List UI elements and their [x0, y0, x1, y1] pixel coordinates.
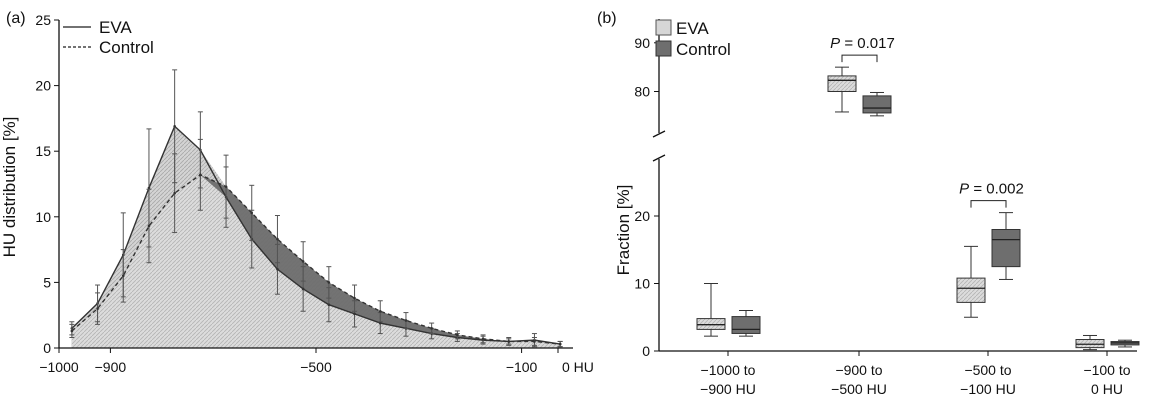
control-data-point: [70, 329, 74, 333]
panel-a-area-fills: [71, 126, 561, 348]
control-data-point: [481, 337, 485, 341]
panel-b-x-tick-label: −500 to −100 HU: [960, 362, 1016, 397]
control-data-point: [301, 260, 305, 263]
panel-b: (b) 0 10 20 80 90 −1000 to −900 HU −900 to −500 …: [597, 10, 1140, 397]
legend-control-label: Control: [99, 38, 154, 57]
control-box: [862, 95, 892, 114]
control-series-line: [71, 174, 561, 345]
p-value-label: P = 0.002: [959, 181, 1024, 198]
panel-a-tick-labels: 0 5 10 15 20 25 −1000 −900 −500 −100 0 HU: [35, 12, 593, 375]
panel-b-boxes: [696, 66, 1140, 351]
panel-b-x-tick-label: −900 to −500 HU: [831, 362, 887, 397]
control-box: [991, 229, 1021, 268]
control-data-point: [558, 342, 562, 346]
eva-data-point: [327, 303, 331, 307]
axis-break-mark: [652, 154, 666, 162]
panel-a: (a) 0 5 10 15 20 25 −1000 −900 −500 −100 0 HU HU d…: [0, 10, 594, 375]
control-data-point: [533, 340, 536, 343]
significance-bracket: [970, 200, 1007, 208]
eva-box: [1075, 339, 1105, 349]
panel-b-y-tick-label: 90: [634, 35, 650, 51]
panel-b-x-tick-label: −100 to 0 HU: [1083, 362, 1130, 397]
panel-a-axes: [54, 19, 573, 353]
overlap-area-fill: [71, 174, 561, 348]
panel-b-y-tick-label: 80: [634, 84, 650, 100]
panel-b-tick-labels: 0 10 20 80 90 −1000 to −900 HU −900 to −500 HU −5…: [634, 35, 1130, 397]
p-value-label: P = 0.017: [830, 35, 895, 52]
control-data-point: [404, 319, 408, 322]
panel-a-series-lines: [71, 125, 561, 345]
eva-data-point: [378, 321, 382, 325]
control-data-point: [121, 274, 125, 278]
control-data-point: [327, 281, 331, 284]
panel-b-y-axis-label: Fraction [%]: [614, 185, 633, 276]
panel-a-x-tick-label: −900: [95, 359, 127, 375]
legend-eva-label: EVA: [99, 18, 132, 37]
panel-b-y-tick-label: 0: [642, 343, 650, 359]
control-data-point: [276, 237, 279, 241]
significance-bracket: [841, 54, 878, 63]
eva-series-line: [71, 125, 561, 345]
eva-box: [956, 277, 986, 303]
panel-a-x-tick-label: 0 HU: [562, 359, 594, 375]
control-data-point: [250, 211, 254, 215]
legend-control-box-swatch: [655, 40, 672, 57]
control-data-point: [353, 296, 356, 300]
control-data-point: [224, 185, 228, 188]
panel-a-error-bars: [69, 69, 563, 348]
legend-eva-box-swatch: [655, 19, 672, 36]
eva-data-point: [173, 124, 176, 128]
control-data-point: [430, 327, 433, 330]
eva-box: [827, 75, 857, 92]
eva-data-point: [147, 186, 151, 190]
panel-a-y-tick-label: 25: [35, 12, 51, 28]
control-data-point: [147, 224, 151, 228]
panel-a-y-tick-label: 0: [43, 340, 51, 356]
control-data-point: [199, 173, 202, 177]
panel-b-x-tick-label: −1000 to −900 HU: [700, 362, 756, 397]
panel-a-y-tick-label: 15: [35, 143, 51, 159]
eva-data-point: [276, 267, 279, 271]
control-data-point: [456, 333, 459, 337]
legend-eva-box-label: EVA: [676, 19, 709, 38]
legend-control-box-label: Control: [676, 40, 731, 59]
eva-box: [696, 318, 726, 330]
panel-a-x-tick-label: −1000: [39, 359, 79, 375]
panel-a-y-tick-label: 5: [43, 274, 51, 290]
control-data-point: [96, 307, 99, 310]
panel-a-x-tick-label: −100: [506, 359, 538, 375]
control-box: [731, 316, 761, 334]
panel-b-axes: [652, 19, 1137, 356]
panel-a-y-axis-label: HU distribution [%]: [0, 117, 19, 258]
control-data-point: [378, 309, 382, 313]
control-data-point: [173, 191, 176, 195]
panel-a-y-tick-label: 10: [35, 209, 51, 225]
panel-a-y-tick-label: 20: [35, 78, 51, 94]
panel-a-label: (a): [6, 10, 26, 27]
panel-b-label: (b): [597, 10, 617, 27]
panel-b-significance: P = 0.017 P = 0.002: [830, 35, 1024, 208]
eva-data-point: [301, 287, 305, 291]
panel-b-legend: EVA Control: [655, 19, 731, 59]
panel-a-legend: EVA Control: [63, 18, 154, 57]
panel-b-y-tick-label: 10: [634, 276, 650, 292]
control-data-point: [507, 340, 511, 343]
axis-break-mark: [652, 130, 666, 138]
eva-data-point: [353, 312, 356, 316]
panel-b-y-tick-label: 20: [634, 208, 650, 224]
panel-a-x-tick-label: −500: [300, 359, 332, 375]
